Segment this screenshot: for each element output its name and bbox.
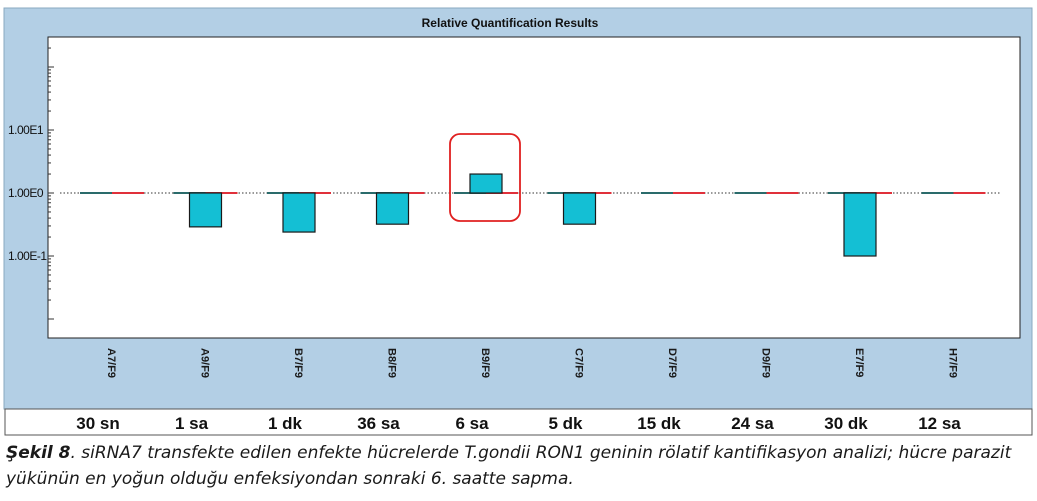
time-label: 12 sa [918,414,961,433]
time-labels: 30 sn 1 sa 1 dk 36 sa 6 sa 5 dk 15 dk 24 sa 30 d… [76,414,961,433]
y-tick-label: 1.00E0 [8,186,44,200]
time-label: 1 dk [268,414,303,433]
time-label: 24 sa [731,414,774,433]
y-axis: 1.00E1 1.00E0 1.00E-1 [8,47,54,320]
x-tick-label: A9/F9 [199,348,211,378]
x-tick-label: B7/F9 [292,348,304,378]
x-tick-label: B8/F9 [386,348,398,378]
x-tick-label: E7/F9 [853,348,865,377]
x-tick-label: C7/F9 [573,348,585,378]
relative-quantification-chart: Relative Quantification Results 1.00E11.… [3,7,1033,436]
bar [562,192,597,225]
x-axis-labels: A7/F9 A9/F9 B7/F9 B8/F9 B9/F9 C7/F9 D7/F9 D9/F9… [105,348,959,378]
bar [188,192,223,228]
x-tick-label: D9/F9 [760,348,772,378]
highlight-box-group [449,133,521,222]
time-label: 36 sa [357,414,400,433]
bar [469,173,503,194]
y-tick-label: 1.00E-1 [8,249,47,263]
time-label-row [4,408,1033,436]
highlight-box [449,133,521,222]
time-label: 15 dk [637,414,681,433]
time-label: 6 sa [455,414,489,433]
x-tick-label: B9/F9 [479,348,491,378]
chart-title: Relative Quantification Results [422,16,599,30]
bar [282,192,316,233]
plot-area [47,36,1021,339]
caption-text: . siRNA7 transfekte edilen enfekte hücre… [6,443,1012,489]
y-tick-label: 1.00E1 [8,123,44,137]
time-label: 5 dk [548,414,583,433]
figure-caption: Şekil 8. siRNA7 transfekte edilen enfekt… [6,440,1031,492]
bar [843,192,877,257]
caption-label: Şekil 8 [6,443,71,463]
x-tick-label: H7/F9 [947,348,959,378]
time-label: 30 dk [824,414,868,433]
time-label: 30 sn [76,414,119,433]
x-tick-label: D7/F9 [666,348,678,378]
bar [375,192,410,225]
time-label: 1 sa [175,414,209,433]
bars [188,173,877,257]
x-tick-label: A7/F9 [105,348,117,378]
